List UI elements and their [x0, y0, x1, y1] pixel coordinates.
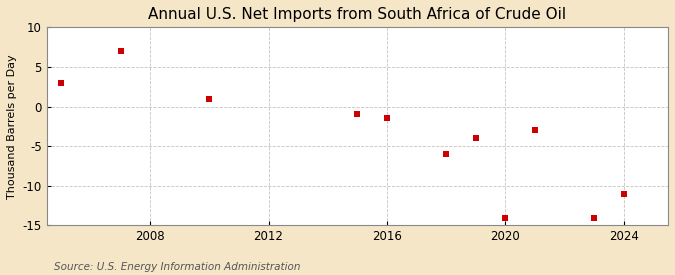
Point — [618, 192, 629, 196]
Point — [441, 152, 452, 156]
Point — [500, 215, 511, 220]
Point — [589, 215, 599, 220]
Point — [529, 128, 540, 133]
Point — [115, 49, 126, 53]
Point — [381, 116, 392, 121]
Point — [204, 97, 215, 101]
Title: Annual U.S. Net Imports from South Africa of Crude Oil: Annual U.S. Net Imports from South Afric… — [148, 7, 566, 22]
Text: Source: U.S. Energy Information Administration: Source: U.S. Energy Information Administ… — [54, 262, 300, 272]
Point — [56, 81, 67, 85]
Point — [470, 136, 481, 141]
Y-axis label: Thousand Barrels per Day: Thousand Barrels per Day — [7, 54, 17, 199]
Point — [352, 112, 362, 117]
